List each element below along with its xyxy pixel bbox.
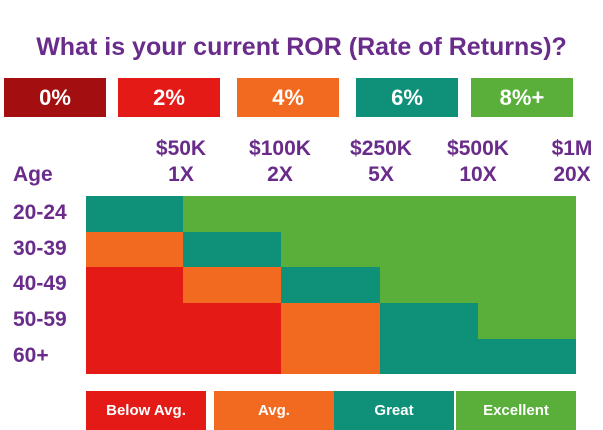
column-multiple: 5X — [368, 163, 394, 186]
ror-option[interactable]: 0% — [4, 78, 106, 117]
ror-option[interactable]: 6% — [356, 78, 458, 117]
heatmap-cell — [183, 232, 281, 267]
heatmap-cell — [183, 339, 281, 374]
column-header: $50K 1X — [133, 136, 229, 188]
column-amount: $1M — [551, 137, 593, 160]
heatmap-cell — [281, 232, 380, 267]
heatmap-cell — [86, 196, 183, 232]
row-label: 30-39 — [13, 237, 67, 260]
column-amount: $500K — [447, 137, 509, 160]
heatmap-cell — [183, 267, 281, 303]
age-axis-label: Age — [13, 163, 53, 186]
column-header: $250K 5X — [333, 136, 429, 188]
ror-option[interactable]: 4% — [237, 78, 339, 117]
legend-item: Excellent — [456, 391, 576, 430]
heatmap-cell — [380, 303, 478, 339]
heatmap-cell — [380, 196, 478, 232]
column-amount: $50K — [155, 137, 207, 160]
heatmap-cell — [478, 196, 576, 232]
heatmap-cell — [86, 339, 183, 374]
heatmap-cell — [86, 267, 183, 303]
column-header: $500K 10X — [430, 136, 526, 188]
heatmap-cell — [86, 303, 183, 339]
legend-item: Below Avg. — [86, 391, 206, 430]
heatmap-cell — [478, 339, 576, 374]
heatmap-cell — [281, 196, 380, 232]
heatmap-cell — [281, 303, 380, 339]
ror-option[interactable]: 2% — [118, 78, 220, 117]
column-header: $100K 2X — [232, 136, 328, 188]
heatmap-cell — [380, 339, 478, 374]
heatmap-cell — [281, 339, 380, 374]
heatmap-cell — [380, 267, 478, 303]
column-amount: $100K — [249, 137, 311, 160]
column-multiple: 20X — [553, 163, 591, 186]
column-amount: $250K — [350, 137, 412, 160]
heatmap-cell — [380, 232, 478, 267]
heatmap-cell — [478, 303, 576, 339]
heatmap-cell — [86, 232, 183, 267]
heatmap-cell — [478, 232, 576, 267]
column-multiple: 2X — [267, 163, 293, 186]
row-label: 20-24 — [13, 201, 67, 224]
ror-option[interactable]: 8%+ — [471, 78, 573, 117]
legend-item: Great — [334, 391, 454, 430]
heatmap-cell — [478, 267, 576, 303]
heatmap-cell — [281, 267, 380, 303]
legend-item: Avg. — [214, 391, 334, 430]
heatmap-cell — [183, 303, 281, 339]
chart-title: What is your current ROR (Rate of Return… — [36, 33, 567, 61]
row-label: 40-49 — [13, 272, 67, 295]
heatmap-cell — [183, 196, 281, 232]
column-multiple: 1X — [168, 163, 194, 186]
row-label: 50-59 — [13, 308, 67, 331]
row-label: 60+ — [13, 344, 49, 367]
column-multiple: 10X — [459, 163, 497, 186]
column-header: $1M 20X — [524, 136, 603, 188]
